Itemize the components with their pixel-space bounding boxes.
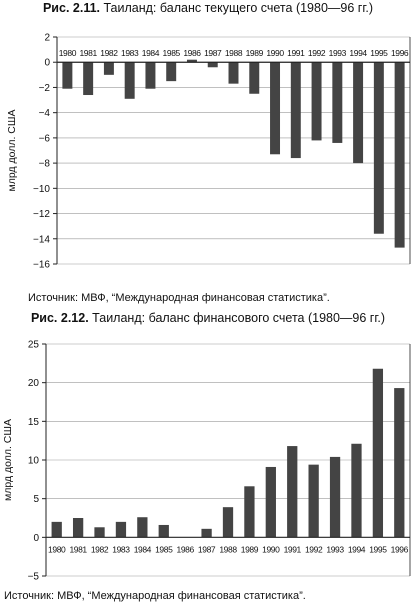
bar <box>72 518 84 538</box>
x-tick-label: 1987 <box>198 544 216 554</box>
bar <box>373 62 384 234</box>
y-tick-label: −10 <box>33 184 50 195</box>
figure-2-11-title: Рис. 2.11. Таиланд: баланс текущего счет… <box>0 1 416 15</box>
bar <box>103 62 114 75</box>
bar <box>222 507 234 538</box>
y-tick-label: 2 <box>44 33 50 44</box>
bar <box>62 62 73 89</box>
x-tick-label: 1986 <box>177 544 195 554</box>
x-tick-label: 1995 <box>370 48 388 58</box>
bar <box>372 368 384 538</box>
figure-2-12-number: Рис. 2.12. <box>30 311 89 325</box>
x-tick-label: 1995 <box>369 544 387 554</box>
y-tick-label: −14 <box>33 234 50 245</box>
figure-2-11-title-text: Таиланд: баланс текущего счета (1980—96 … <box>103 1 374 15</box>
y-tick-label: 25 <box>28 340 40 351</box>
bar <box>353 62 364 164</box>
y-tick-label: −12 <box>33 209 50 220</box>
x-tick-label: 1985 <box>155 544 173 554</box>
x-tick-label: 1982 <box>100 48 118 58</box>
x-tick-label: 1989 <box>246 48 264 58</box>
figure-2-12-title-text: Таиланд: баланс финансового счета (1980—… <box>92 311 386 325</box>
bar <box>115 521 127 538</box>
x-tick-label: 1992 <box>308 48 326 58</box>
bar <box>394 388 405 538</box>
bar <box>329 456 341 538</box>
bar <box>228 62 239 84</box>
bar <box>94 527 105 538</box>
bar <box>244 486 255 538</box>
y-axis-label: млрд долл. США <box>6 109 18 191</box>
y-tick-label: −4 <box>39 108 51 119</box>
bar <box>158 524 169 538</box>
x-tick-label: 1985 <box>163 48 181 58</box>
y-tick-label: 10 <box>28 456 40 467</box>
x-tick-label: 1988 <box>225 48 243 58</box>
x-tick-label: 1982 <box>91 544 109 554</box>
x-tick-label: 1981 <box>79 48 97 58</box>
bar <box>290 62 301 159</box>
bar <box>145 62 156 89</box>
figure-2-12-source: Источник: МВФ, “Международная финансовая… <box>4 590 306 602</box>
bar <box>265 466 276 538</box>
x-tick-label: 1980 <box>48 544 66 554</box>
figure-2-11-source: Источник: МВФ, “Международная финансовая… <box>28 292 330 304</box>
x-tick-label: 1986 <box>183 48 201 58</box>
x-tick-label: 1994 <box>348 544 366 554</box>
x-tick-label: 1984 <box>134 544 152 554</box>
bar <box>51 521 62 538</box>
x-tick-label: 1989 <box>241 544 259 554</box>
y-tick-label: −8 <box>39 159 51 170</box>
bar <box>201 528 212 538</box>
x-tick-label: 1981 <box>69 544 87 554</box>
x-tick-label: 1983 <box>112 544 130 554</box>
bar <box>394 62 405 248</box>
bar <box>249 62 260 94</box>
x-tick-label: 1984 <box>142 48 160 58</box>
bar <box>83 62 94 96</box>
bar <box>287 446 298 538</box>
x-tick-label: 1990 <box>262 544 280 554</box>
bar <box>207 62 218 68</box>
bar <box>166 62 177 82</box>
x-tick-label: 1980 <box>59 48 77 58</box>
x-tick-label: 1996 <box>391 544 409 554</box>
x-tick-label: 1993 <box>329 48 347 58</box>
y-tick-label: −6 <box>39 133 51 144</box>
x-tick-label: 1993 <box>326 544 344 554</box>
y-tick-label: 5 <box>33 494 39 505</box>
bar <box>332 62 343 143</box>
y-tick-label: 0 <box>44 58 50 69</box>
figure-2-12-title: Рис. 2.12. Таиланд: баланс финансового с… <box>0 311 416 325</box>
bar <box>124 62 135 99</box>
y-tick-label: 0 <box>33 533 39 544</box>
x-tick-label: 1996 <box>391 48 409 58</box>
bar <box>308 464 319 538</box>
x-tick-label: 1991 <box>287 48 305 58</box>
x-tick-label: 1994 <box>349 48 367 58</box>
x-tick-label: 1987 <box>204 48 222 58</box>
y-axis-label: млрд долл. США <box>2 419 14 501</box>
y-tick-label: 15 <box>28 417 40 428</box>
financial-account-chart: 25 20 15 10 5 0 −5 1980 1981 1982 1983 1984 1985 1986… <box>2 340 411 583</box>
x-tick-label: 1992 <box>305 544 323 554</box>
bar <box>186 59 197 63</box>
y-tick-label: −5 <box>28 572 40 583</box>
bar <box>137 517 148 538</box>
y-tick-label: −2 <box>39 83 51 94</box>
bar <box>351 443 362 538</box>
x-tick-label: 1983 <box>121 48 139 58</box>
bar <box>270 62 281 155</box>
y-tick-label: 20 <box>28 378 40 389</box>
figure-2-11-number: Рис. 2.11. <box>42 1 100 15</box>
x-tick-label: 1988 <box>219 544 237 554</box>
y-tick-label: −16 <box>33 260 50 271</box>
x-tick-label: 1990 <box>266 48 284 58</box>
x-tick-label: 1991 <box>284 544 302 554</box>
bar <box>311 62 322 141</box>
